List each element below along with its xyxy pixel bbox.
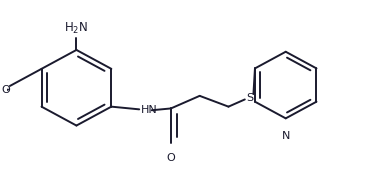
Text: S: S [246, 93, 253, 103]
Text: HN: HN [141, 105, 158, 115]
Text: O: O [2, 84, 11, 94]
Text: O: O [167, 153, 175, 163]
Text: N: N [281, 131, 290, 141]
Text: H$_2$N: H$_2$N [64, 20, 89, 36]
